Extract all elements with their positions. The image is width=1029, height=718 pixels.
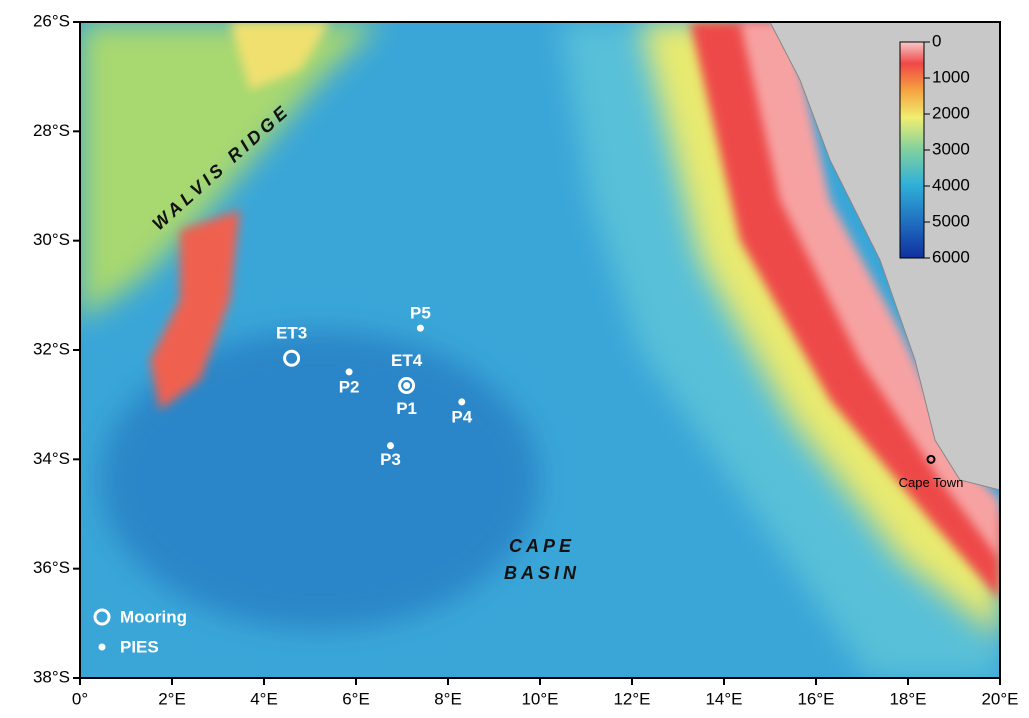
legend-symbol — [99, 644, 106, 651]
x-tick-label: 4°E — [250, 689, 278, 708]
x-tick-label: 6°E — [342, 689, 370, 708]
y-tick-label: 38°S — [33, 667, 70, 686]
station-label: P1 — [396, 399, 417, 418]
region-label: BASIN — [504, 563, 580, 583]
colorbar-label: 6000 — [932, 247, 970, 266]
x-tick-label: 10°E — [521, 689, 558, 708]
y-tick-label: 28°S — [33, 121, 70, 140]
x-tick-label: 16°E — [797, 689, 834, 708]
station-label: P3 — [380, 450, 401, 469]
legend-label: PIES — [120, 637, 159, 656]
x-tick-label: 8°E — [434, 689, 462, 708]
pies-marker — [387, 442, 394, 449]
pies-marker — [403, 382, 410, 389]
station-label: P4 — [451, 407, 472, 426]
x-tick-label: 18°E — [889, 689, 926, 708]
x-tick-label: 12°E — [613, 689, 650, 708]
y-tick-label: 26°S — [33, 11, 70, 30]
x-tick-label: 0° — [72, 689, 88, 708]
legend-label: Mooring — [120, 607, 187, 626]
map: WALVIS RIDGE Mooring PIES 0°2°E4°E6°E8°E… — [0, 0, 1029, 713]
x-tick-label: 14°E — [705, 689, 742, 708]
station-label: ET4 — [391, 351, 423, 370]
station-label: P5 — [410, 304, 431, 323]
colorbar-label: 0 — [932, 31, 941, 50]
y-tick-label: 32°S — [33, 339, 70, 358]
pies-marker — [458, 398, 465, 405]
region-label: CAPE — [509, 536, 575, 556]
colorbar-label: 5000 — [932, 211, 970, 230]
colorbar-label: 3000 — [932, 139, 970, 158]
colorbar-label: 2000 — [932, 103, 970, 122]
y-tick-label: 30°S — [33, 230, 70, 249]
x-tick-label: 2°E — [158, 689, 186, 708]
y-tick-label: 34°S — [33, 449, 70, 468]
colorbar — [900, 42, 924, 258]
pies-marker — [346, 368, 353, 375]
x-tick-label: 20°E — [981, 689, 1018, 708]
colorbar-label: 1000 — [932, 67, 970, 86]
station-label: P2 — [339, 377, 360, 396]
y-tick-label: 36°S — [33, 558, 70, 577]
station-label: ET3 — [276, 324, 307, 343]
pies-marker — [417, 325, 424, 332]
colorbar-label: 4000 — [932, 175, 970, 194]
city-label: Cape Town — [899, 475, 964, 490]
